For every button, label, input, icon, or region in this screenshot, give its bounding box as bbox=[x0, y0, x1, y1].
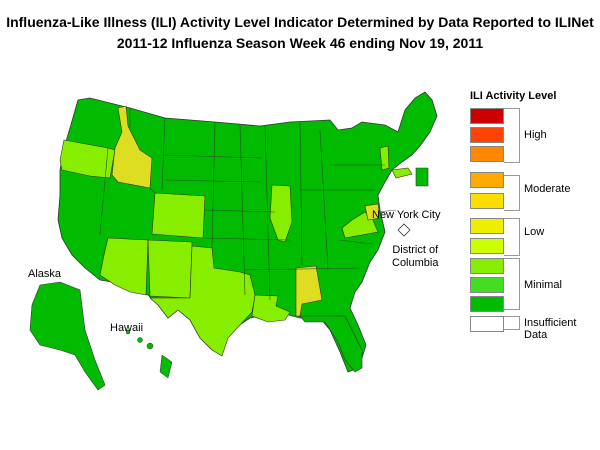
legend-swatch-level-9 bbox=[470, 127, 504, 143]
state-oregon bbox=[59, 139, 116, 179]
legend-label-minimal: Minimal bbox=[524, 279, 562, 291]
state-illinois bbox=[269, 184, 293, 243]
legend-label-insufficient: Insufficient Data bbox=[524, 317, 577, 341]
legend-swatch-level-10 bbox=[470, 108, 504, 124]
state-new-mexico bbox=[147, 239, 193, 299]
legend-label-moderate: Moderate bbox=[524, 183, 571, 195]
state-hawaii bbox=[125, 329, 173, 379]
legend-swatch-level-1 bbox=[470, 296, 504, 312]
legend-label-high: High bbox=[524, 129, 547, 141]
chart-title-line1: Influenza-Like Illness (ILI) Activity Le… bbox=[6, 14, 594, 30]
label-nyc: New York City bbox=[372, 209, 441, 221]
legend-brace-minimal bbox=[504, 258, 520, 310]
nyc-inset bbox=[364, 203, 381, 221]
legend-swatch-level-3 bbox=[470, 258, 504, 274]
legend-swatch-level-5 bbox=[470, 218, 504, 234]
nyc-badge bbox=[415, 167, 429, 187]
legend-title: ILI Activity Level bbox=[470, 90, 557, 102]
dc-inset bbox=[397, 223, 411, 237]
label-dc: District of Columbia bbox=[392, 244, 439, 269]
state-texas bbox=[149, 245, 256, 357]
state-vermont bbox=[379, 145, 390, 171]
legend-brace-moderate bbox=[504, 175, 520, 211]
legend-swatch-level-8 bbox=[470, 146, 504, 162]
legend-brace-high bbox=[504, 108, 520, 163]
label-alaska: Alaska bbox=[28, 268, 62, 280]
legend-brace-insufficient bbox=[504, 316, 520, 330]
legend-swatch-level-0 bbox=[470, 316, 504, 332]
label-hawaii: Hawaii bbox=[110, 322, 144, 334]
legend-label-low: Low bbox=[524, 226, 545, 238]
state-louisiana bbox=[251, 294, 291, 323]
legend-brace-low bbox=[504, 218, 520, 256]
legend-swatch-level-2 bbox=[470, 277, 504, 293]
legend-swatch-level-6 bbox=[470, 193, 504, 209]
legend-swatch-level-4 bbox=[470, 238, 504, 254]
state-borders bbox=[99, 108, 385, 301]
state-arizona bbox=[99, 237, 149, 296]
legend-swatch-level-7 bbox=[470, 172, 504, 188]
state-colorado bbox=[151, 192, 206, 239]
state-alabama bbox=[295, 265, 323, 317]
state-massachusetts bbox=[391, 167, 413, 179]
chart-title-line2: 2011-12 Influenza Season Week 46 ending … bbox=[116, 35, 484, 51]
state-florida bbox=[299, 315, 363, 373]
state-alaska bbox=[29, 281, 106, 391]
